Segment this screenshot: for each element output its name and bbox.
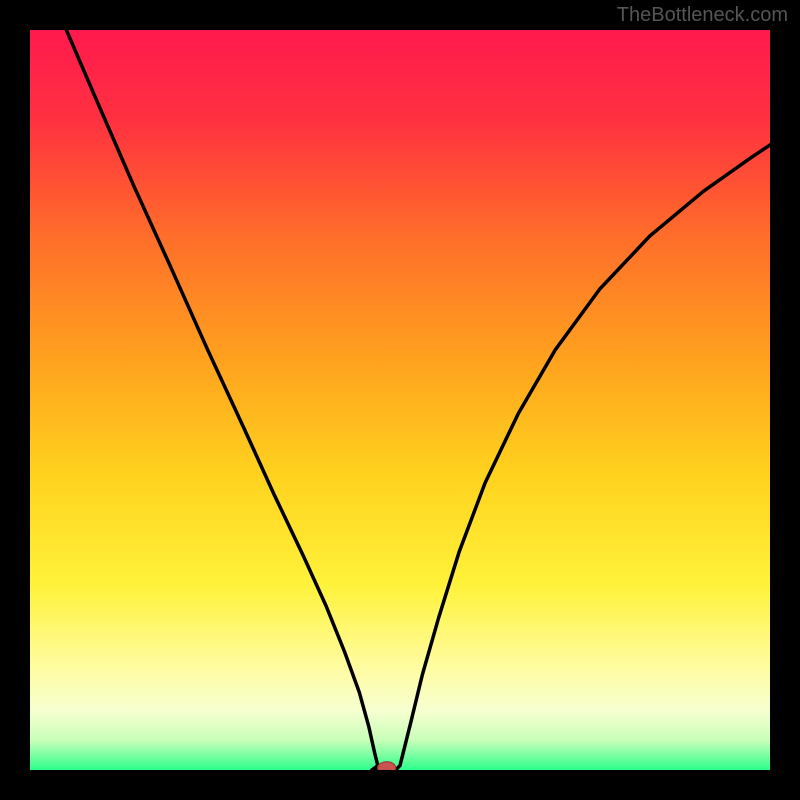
bottleneck-chart xyxy=(0,0,800,800)
chart-container: TheBottleneck.com xyxy=(0,0,800,800)
plot-background xyxy=(30,30,770,770)
watermark-text: TheBottleneck.com xyxy=(617,4,788,27)
optimal-point-marker xyxy=(378,762,396,774)
